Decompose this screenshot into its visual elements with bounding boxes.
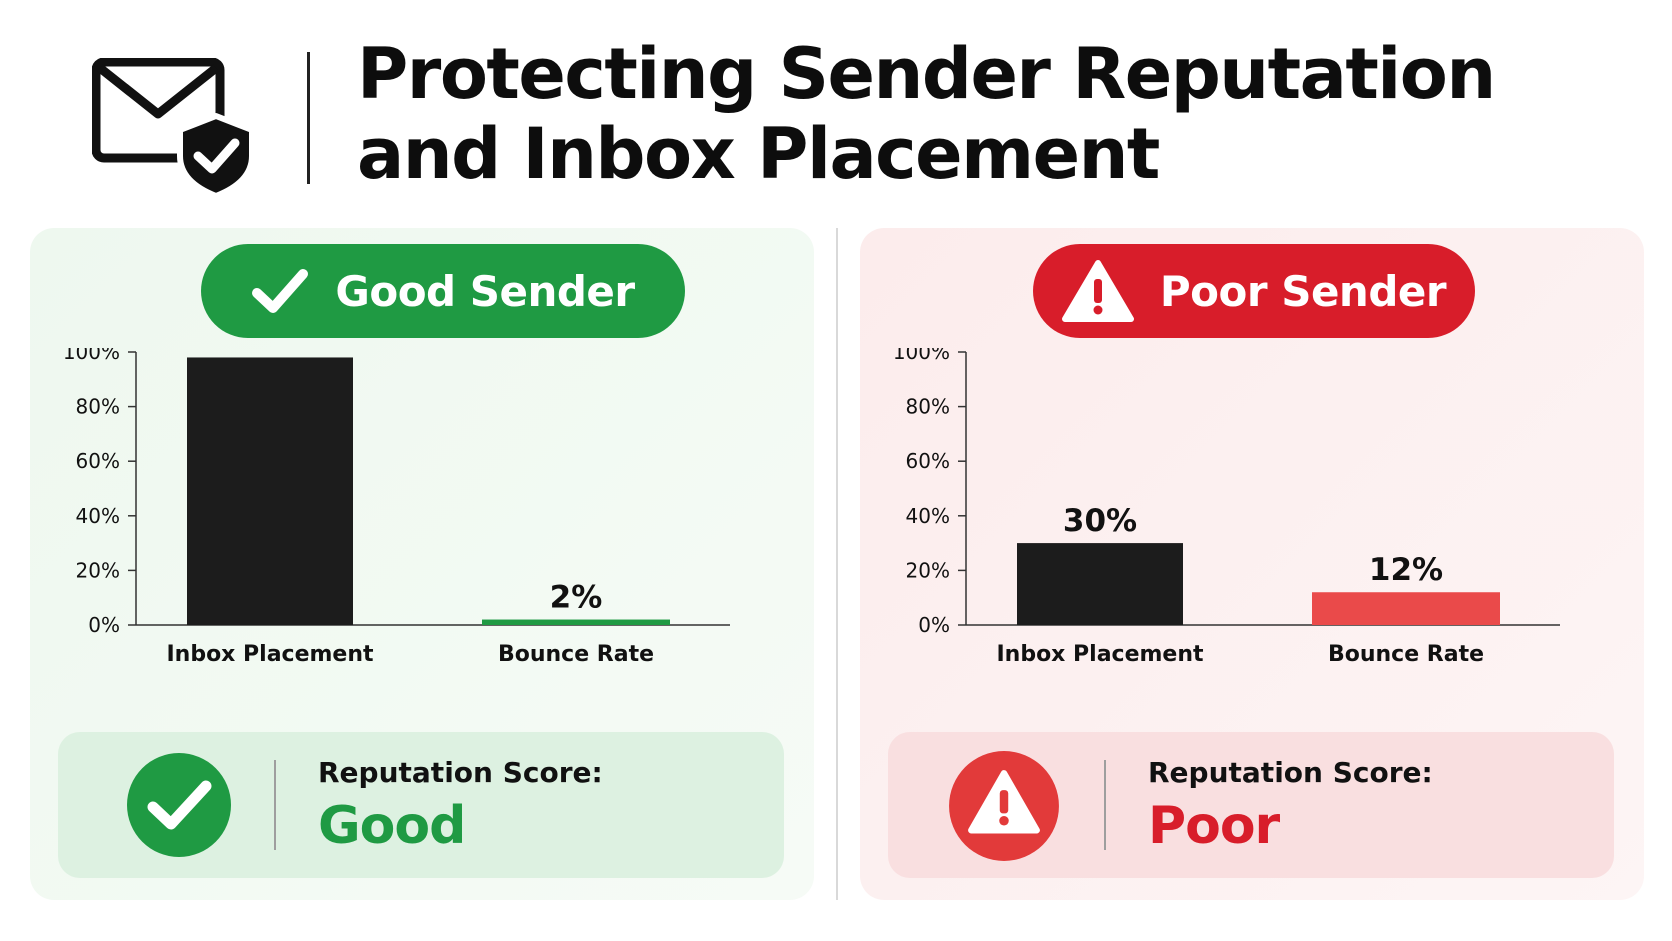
poor-sender-panel: Poor Sender 0% 20% 40% 60% 80% 100% 30% Inbox P… [860,228,1644,900]
data-label: 12% [1369,552,1443,588]
x-tick-label: Inbox Placement [166,642,374,667]
page-title: Protecting Sender Reputation and Inbox P… [357,33,1496,195]
score-divider [1104,760,1106,850]
good-sender-panel: Good Sender 0% 20% 40% 60% 80% 100% 98% Inbox P… [30,228,814,900]
header-divider [307,52,310,184]
x-tick-label: Bounce Rate [498,642,654,667]
good-sender-badge: Good Sender [201,244,685,338]
poor-sender-badge: Poor Sender [1033,244,1475,338]
bar-inbox-placement [1017,543,1183,625]
header: Protecting Sender Reputation and Inbox P… [0,0,1672,210]
y-tick-label: 80% [906,395,950,419]
warning-circle-icon [949,751,1059,861]
y-tick-label: 100% [63,348,120,364]
reputation-score-value: Poor [1148,796,1280,856]
y-tick-label: 0% [918,613,950,637]
warning-triangle-icon [1061,260,1134,322]
check-circle-icon [127,753,231,857]
poor-sender-chart: 0% 20% 40% 60% 80% 100% 30% Inbox Placement 12% B… [893,348,1560,667]
good-reputation-score-box: Reputation Score: Good [58,732,784,878]
poor-sender-badge-label: Poor Sender [1159,266,1447,316]
data-label: 30% [1063,503,1137,539]
good-sender-badge-label: Good Sender [335,266,635,316]
y-tick-label: 80% [76,395,120,419]
y-tick-label: 20% [906,558,950,582]
reputation-score-label: Reputation Score: [318,756,603,789]
data-label: 2% [550,580,603,616]
x-tick-label: Bounce Rate [1328,642,1484,667]
y-tick-label: 60% [906,449,950,473]
panel-divider [836,228,838,900]
y-tick-label: 20% [76,558,120,582]
y-tick-label: 60% [76,449,120,473]
bar-bounce-rate [482,619,670,625]
score-divider [274,760,276,850]
x-tick-label: Inbox Placement [996,642,1204,667]
reputation-score-label: Reputation Score: [1148,756,1433,789]
y-tick-label: 40% [906,504,950,528]
poor-reputation-score-box: Reputation Score: Poor [888,732,1614,878]
good-sender-chart: 0% 20% 40% 60% 80% 100% 98% Inbox Placement 2% Bo… [63,348,730,667]
data-label: 98% [233,348,307,353]
checkmark-icon [252,269,309,313]
y-tick-label: 0% [88,613,120,637]
reputation-score-value: Good [318,796,466,856]
y-tick-label: 100% [893,348,950,364]
bar-inbox-placement [187,357,353,625]
bar-bounce-rate [1312,592,1500,625]
envelope-shield-check-icon [92,58,255,198]
y-tick-label: 40% [76,504,120,528]
